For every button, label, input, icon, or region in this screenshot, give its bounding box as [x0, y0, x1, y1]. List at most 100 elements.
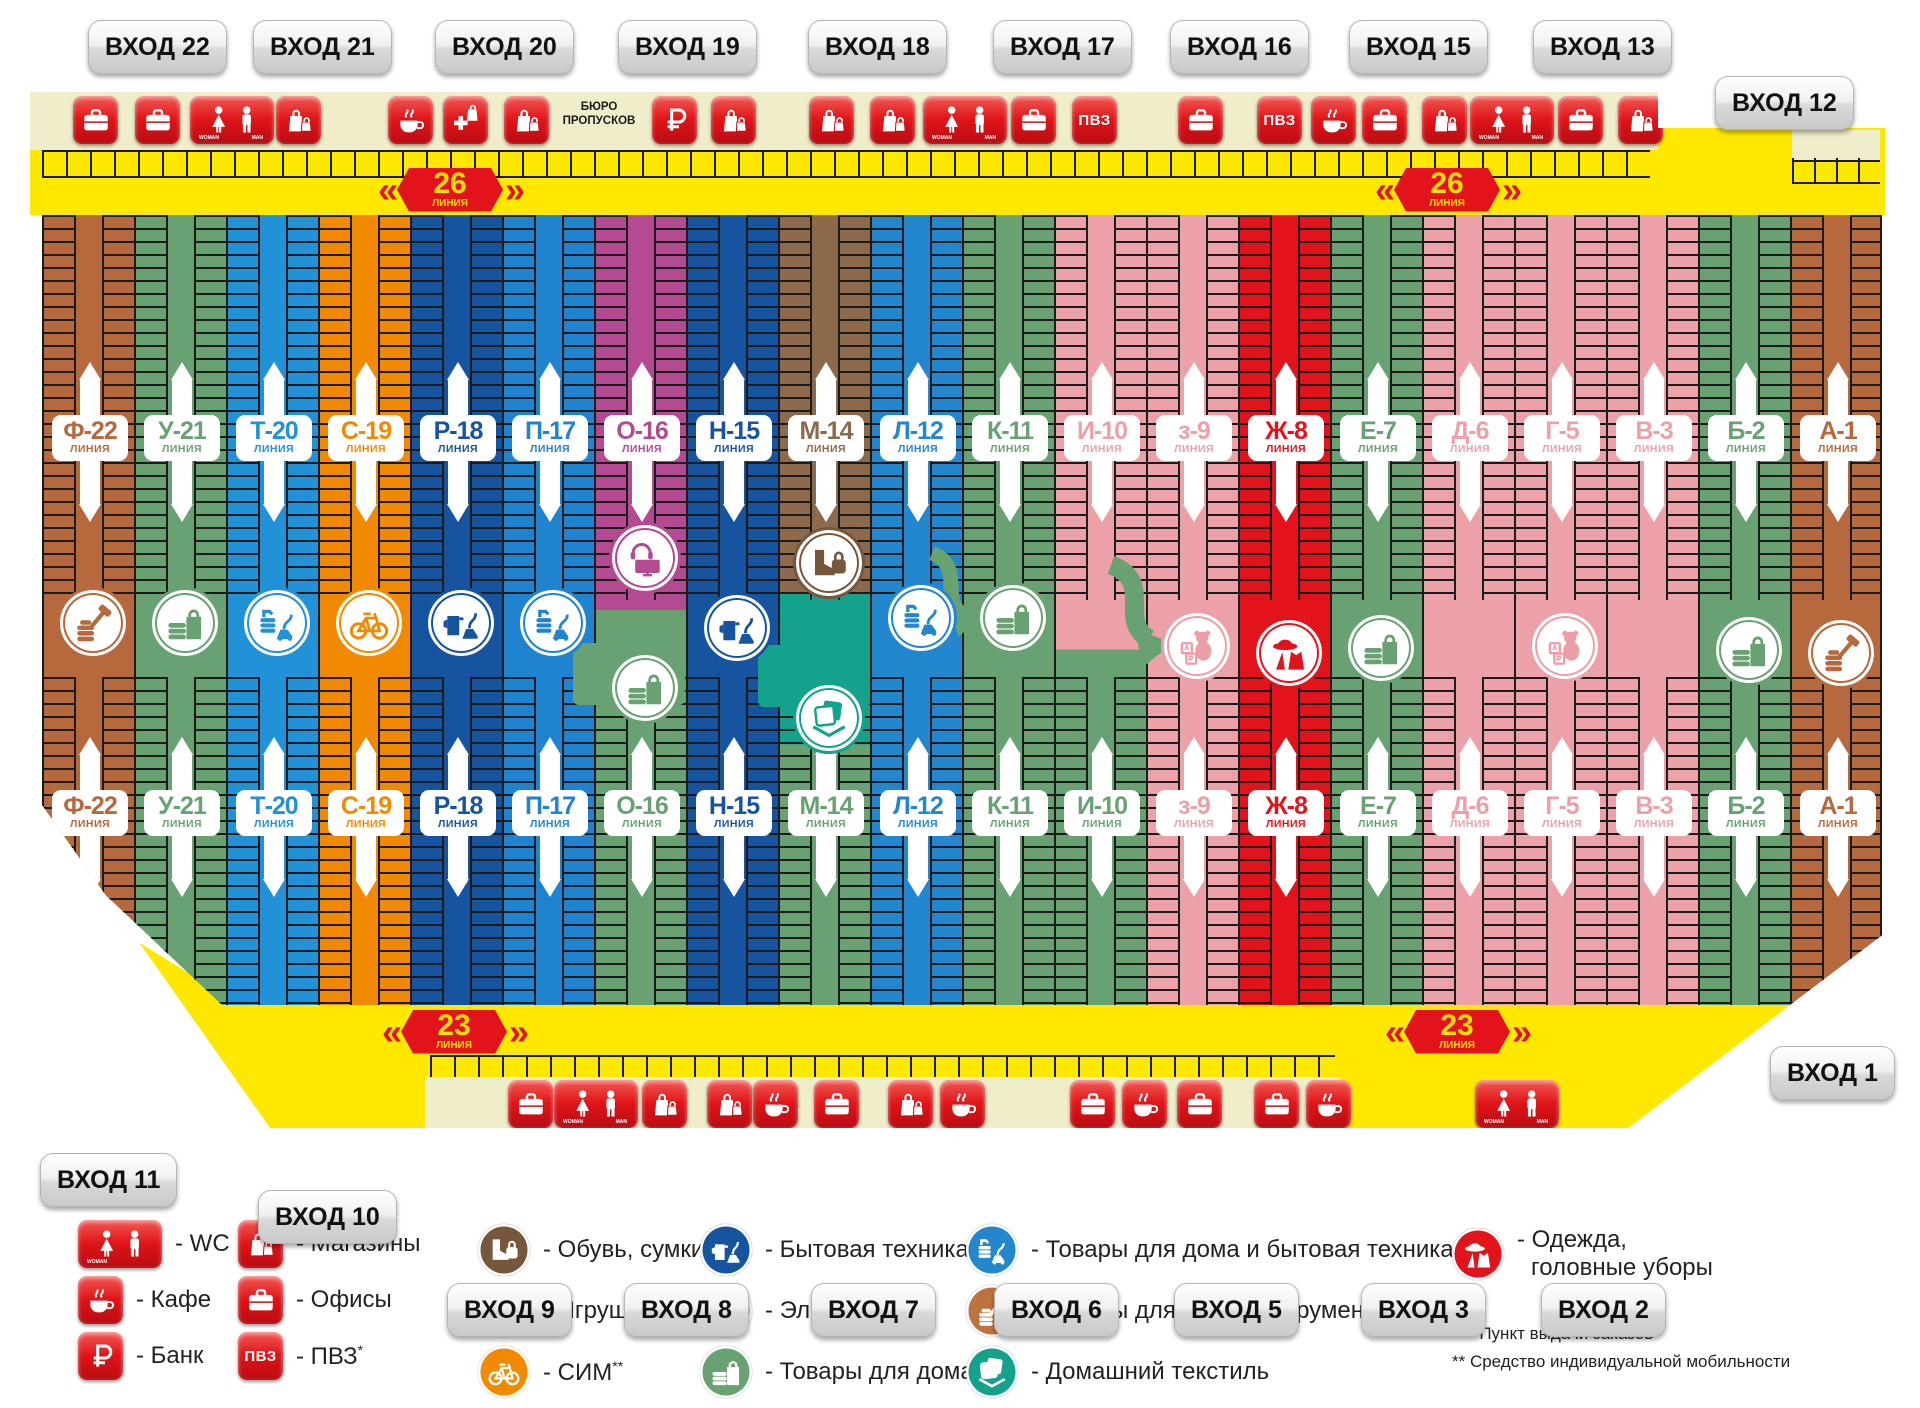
legend-homeappliance-circle: [966, 1224, 1018, 1276]
trade-lines: Ф-22 ЛИНИЯ Ф-22 ЛИНИЯ У-21 ЛИНИЯ У-21 ЛИНИЯ Т-20…: [42, 215, 1882, 1005]
entrance-button-17[interactable]: ВХОД 17: [993, 20, 1132, 74]
entrance-button-11[interactable]: ВХОД 11: [40, 1153, 178, 1207]
bottom-strip-bag-tile: [642, 1080, 687, 1128]
top-strip-briefcase-tile: [135, 96, 180, 144]
entrance-button-19[interactable]: ВХОД 19: [618, 20, 757, 74]
legend-shoesbags-circle: [478, 1224, 530, 1276]
line-26-banner: 26 ЛИНИЯ: [397, 168, 503, 212]
line-label-15-bottom: Е-7 ЛИНИЯ: [1340, 790, 1416, 836]
bag-icon: [649, 1088, 681, 1120]
top-strip-bag-tile: [276, 96, 321, 144]
line-label-3-top: Т-20 ЛИНИЯ: [236, 415, 312, 461]
entrance-button-9[interactable]: ВХОД 9: [447, 1283, 572, 1337]
top-strip-bag-tile: [504, 96, 549, 144]
bottom-strip-bag-tile: [888, 1080, 933, 1128]
entrance-button-21[interactable]: ВХОД 21: [253, 20, 392, 74]
bag-icon: [1429, 104, 1461, 136]
bag-icon: [718, 104, 750, 136]
line-label-8-bottom: Н-15 ЛИНИЯ: [696, 790, 772, 836]
legend-item: - Товары для дома: [700, 1346, 974, 1398]
entrance-button-12[interactable]: ВХОД 12: [1715, 76, 1854, 130]
top-strip-briefcase-tile: [73, 96, 118, 144]
entrance-button-1[interactable]: ВХОД 1: [1770, 1046, 1895, 1100]
entrance-button-13[interactable]: ВХОД 13: [1533, 20, 1672, 74]
entrance-button-7[interactable]: ВХОД 7: [811, 1283, 936, 1337]
bottom-strip-wc-tile: WOMAN MAN: [554, 1080, 638, 1128]
top-strip-wc-tile: WOMAN MAN: [1470, 96, 1554, 144]
entrance-button-8[interactable]: ВХОД 8: [624, 1283, 749, 1337]
marker-chevron-left-icon: «: [1385, 1010, 1405, 1052]
briefcase-icon: [1369, 104, 1401, 136]
entrance-button-15[interactable]: ВХОД 15: [1349, 20, 1488, 74]
wc-icon: [1482, 1088, 1552, 1120]
line-column-20: А-1 ЛИНИЯ А-1 ЛИНИЯ: [1790, 215, 1882, 1005]
line-label-12-bottom: И-10 ЛИНИЯ: [1064, 790, 1140, 836]
top-strip-wc-tile: WOMAN MAN: [923, 96, 1007, 144]
line-label-2-top: У-21 ЛИНИЯ: [144, 415, 220, 461]
bag-icon: [816, 104, 848, 136]
area-icon-homegoods: [609, 652, 681, 724]
line-label-11-bottom: К-11 ЛИНИЯ: [972, 790, 1048, 836]
bottom-strip-briefcase-tile: [1254, 1080, 1299, 1128]
homeappliance-icon: [256, 602, 298, 644]
pass-office-label: БЮРО ПРОПУСКОВ: [548, 100, 650, 129]
line-column-8: Н-15 ЛИНИЯ Н-15 ЛИНИЯ: [686, 215, 778, 1005]
line-label-10-bottom: Л-12 ЛИНИЯ: [880, 790, 956, 836]
legend-homegoods-circle: [700, 1346, 752, 1398]
entrance-button-18[interactable]: ВХОД 18: [808, 20, 947, 74]
bag-icon: [877, 104, 909, 136]
top-right-stall-ticks: [1792, 158, 1880, 184]
pass-office-line1: БЮРО: [580, 101, 618, 113]
line-label-5-bottom: Р-18 ЛИНИЯ: [420, 790, 496, 836]
entrance-button-16[interactable]: ВХОД 16: [1170, 20, 1309, 74]
entrance-button-10[interactable]: ВХОД 10: [258, 1190, 397, 1244]
appliance-icon: [716, 607, 758, 649]
top-stall-ticks: [42, 150, 1650, 178]
area-icon-toys: [1529, 610, 1601, 682]
tools-icon: [72, 602, 114, 644]
footnote: ** Средство индивидуальной мобильности: [1452, 1352, 1791, 1371]
tools-icon: [1820, 632, 1862, 674]
entrance-button-6[interactable]: ВХОД 6: [994, 1283, 1119, 1337]
line-label-16-bottom: Д-6 ЛИНИЯ: [1432, 790, 1508, 836]
bottom-strip-coffee-tile: [940, 1080, 985, 1128]
electronics-icon: [624, 537, 666, 579]
legend-textile-circle: [966, 1346, 1018, 1398]
legend-item: - Кафе: [78, 1276, 211, 1324]
bottom-strip-coffee-tile: [753, 1080, 798, 1128]
briefcase-icon: [80, 104, 112, 136]
toys-icon: [1176, 625, 1218, 667]
area-icon-tools: [1805, 617, 1877, 689]
bike-icon: [348, 602, 390, 644]
line-label-18-bottom: В-3 ЛИНИЯ: [1616, 790, 1692, 836]
entrance-button-20[interactable]: ВХОД 20: [435, 20, 574, 74]
area-icon-electronics: [609, 522, 681, 594]
shoesbags-icon: [487, 1233, 521, 1267]
line-label-16-top: Д-6 ЛИНИЯ: [1432, 415, 1508, 461]
line-label-17-bottom: Г-5 ЛИНИЯ: [1524, 790, 1600, 836]
wc-icon: [930, 104, 1000, 136]
legend-pvz-tile: ПВЗ: [238, 1332, 283, 1380]
homegoods-icon: [164, 602, 206, 644]
legend-item: - Домашний текстиль: [966, 1346, 1269, 1398]
entrance-button-2[interactable]: ВХОД 2: [1541, 1283, 1666, 1337]
coffee-icon: [85, 1284, 117, 1316]
legend-item: - Банк: [78, 1332, 204, 1380]
bottom-strip-bag-tile: [707, 1080, 752, 1128]
entrance-button-3[interactable]: ВХОД 3: [1361, 1283, 1486, 1337]
area-icon-appliance: [425, 587, 497, 659]
legend-bike-circle: [478, 1346, 530, 1398]
line-label-18-top: В-3 ЛИНИЯ: [1616, 415, 1692, 461]
line-26-banner: 26 ЛИНИЯ: [1394, 168, 1500, 212]
entrance-button-22[interactable]: ВХОД 22: [88, 20, 227, 74]
entrance-button-5[interactable]: ВХОД 5: [1174, 1283, 1299, 1337]
bottom-strip-briefcase-tile: [1177, 1080, 1222, 1128]
line-label-13-bottom: з-9 ЛИНИЯ: [1156, 790, 1232, 836]
line-label-12-top: И-10 ЛИНИЯ: [1064, 415, 1140, 461]
homeappliance-icon: [900, 597, 942, 639]
homeappliance-icon: [975, 1233, 1009, 1267]
line-label-8-top: Н-15 ЛИНИЯ: [696, 415, 772, 461]
briefcase-icon: [515, 1088, 547, 1120]
top-strip-briefcase-tile: [1011, 96, 1056, 144]
